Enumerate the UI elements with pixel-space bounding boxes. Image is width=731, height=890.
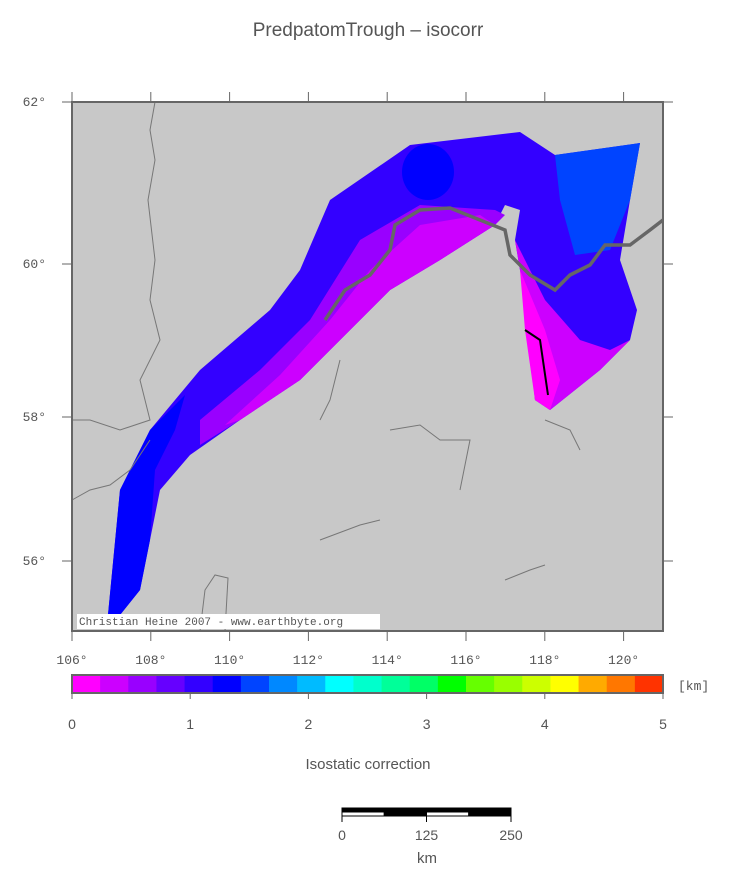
colorbar-swatch (409, 675, 439, 693)
colorbar-swatch (606, 675, 636, 693)
scalebar-segment (341, 811, 385, 817)
colorbar-swatch (128, 675, 157, 693)
scalebar-label: 250 (499, 827, 523, 843)
colorbar-tick-label: 1 (186, 716, 194, 732)
colorbar-swatch (578, 675, 608, 693)
scalebar-segment (468, 811, 512, 817)
scalebar-segment (383, 811, 427, 817)
colorbar-swatch (353, 675, 383, 693)
credit-background (77, 614, 380, 629)
lat-label: 58° (23, 410, 46, 425)
trough-zone (225, 215, 495, 425)
lon-label: 114° (372, 653, 403, 668)
map-frame (71, 101, 664, 632)
colorbar-swatch (437, 675, 467, 693)
coastlines (71, 101, 581, 632)
colorbar-unit: [km] (678, 679, 709, 694)
scalebar-segment (468, 807, 512, 813)
fault (524, 329, 549, 396)
scalebar-unit: km (417, 850, 437, 867)
colorbar-swatch (634, 675, 664, 693)
colorbar-swatch (184, 675, 214, 693)
colorbar-tick-label: 4 (541, 716, 549, 732)
trough-zone (555, 143, 640, 255)
trough-zone (107, 395, 185, 625)
colorbar-swatch (240, 675, 270, 693)
lon-label: 108° (135, 653, 166, 668)
colorbar-tick-label: 3 (423, 716, 431, 732)
scalebar-segment (426, 811, 470, 817)
scalebar-label: 125 (415, 827, 439, 843)
colorbar-swatch (466, 675, 495, 693)
scalebar-segment (341, 807, 385, 813)
colorbar-swatch (381, 675, 411, 693)
colorbar-swatch (72, 675, 101, 693)
colorbar-tick-label: 2 (305, 716, 313, 732)
colorbar-swatch (550, 675, 580, 693)
colorbar-label: Isostatic correction (305, 756, 430, 773)
colorbar-swatch (522, 675, 551, 693)
colorbar-tick-label: 5 (659, 716, 667, 732)
colorbar-swatch (325, 675, 354, 693)
lat-label: 62° (23, 95, 46, 110)
credit: Christian Heine 2007 - www.earthbyte.org (79, 617, 343, 629)
colorbar-swatch (269, 675, 298, 693)
colorbar-tick-label: 0 (68, 716, 76, 732)
colorbar-swatch (494, 675, 523, 693)
lat-label: 56° (23, 554, 46, 569)
lon-label: 106° (56, 653, 87, 668)
colorbar-swatch (100, 675, 129, 693)
lon-label: 116° (450, 653, 481, 668)
colorbar-swatch (156, 675, 186, 693)
lat-label: 60° (23, 257, 46, 272)
colorbar-swatch (297, 675, 326, 693)
lon-label: 110° (214, 653, 245, 668)
map: Christian Heine 2007 - www.earthbyte.org (71, 101, 665, 632)
scalebar-segment (426, 807, 470, 813)
lon-label: 120° (608, 653, 639, 668)
scalebar-label: 0 (338, 827, 346, 843)
trough-zone (402, 144, 454, 200)
scalebar-segment (383, 807, 427, 813)
lon-label: 118° (529, 653, 560, 668)
title: PredpatomTrough – isocorr (253, 20, 484, 41)
colorbar-frame (71, 674, 664, 694)
river (323, 206, 665, 321)
lon-label: 112° (293, 653, 324, 668)
colorbar-swatch (212, 675, 242, 693)
